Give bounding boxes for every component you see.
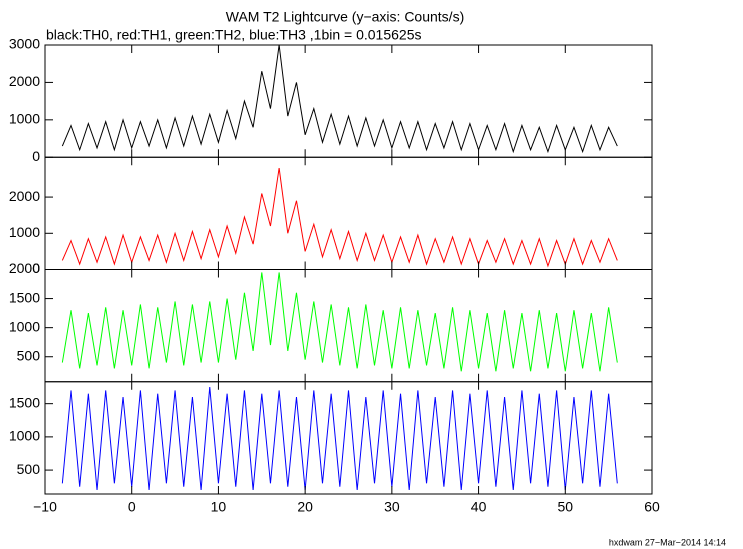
light-curve xyxy=(61,272,618,372)
x-tick-label: 40 xyxy=(471,499,487,515)
x-tick-label: 10 xyxy=(211,499,227,515)
y-tick-label: 0 xyxy=(32,260,40,276)
light-curve xyxy=(61,387,618,491)
y-tick-label: 1500 xyxy=(9,394,40,410)
panel-frame xyxy=(44,269,653,383)
x-tick-label: 20 xyxy=(297,499,313,515)
x-tick-label: 0 xyxy=(128,499,136,515)
y-tick-label: 1000 xyxy=(9,428,40,444)
footer: hxdwam 27−Mar−2014 14:14 xyxy=(609,537,726,547)
x-tick-label: 50 xyxy=(557,499,573,515)
chart-subtitle: black:TH0, red:TH1, green:TH2, blue:TH3 … xyxy=(46,27,421,43)
y-tick-label: 500 xyxy=(17,461,41,477)
y-tick-label: 2000 xyxy=(9,73,40,89)
y-tick-label: 0 xyxy=(32,148,40,164)
light-curve xyxy=(61,168,618,268)
panel-frame xyxy=(44,44,653,158)
x-tick-label: −10 xyxy=(33,499,57,515)
y-tick-label: 500 xyxy=(17,347,41,363)
y-tick-label: 1000 xyxy=(9,224,40,240)
y-tick-label: 1000 xyxy=(9,318,40,334)
y-tick-label: 2000 xyxy=(9,188,40,204)
y-tick-label: 2000 xyxy=(9,260,40,276)
chart-title: WAM T2 Lightcurve (y−axis: Counts/s) xyxy=(226,9,464,25)
y-tick-label: 1000 xyxy=(9,111,40,127)
panel-frame xyxy=(44,381,653,495)
x-tick-label: 30 xyxy=(384,499,400,515)
light-curve xyxy=(61,44,618,154)
y-tick-label: 3000 xyxy=(9,36,40,52)
x-tick-label: 60 xyxy=(644,499,660,515)
y-tick-label: 1500 xyxy=(9,289,40,305)
